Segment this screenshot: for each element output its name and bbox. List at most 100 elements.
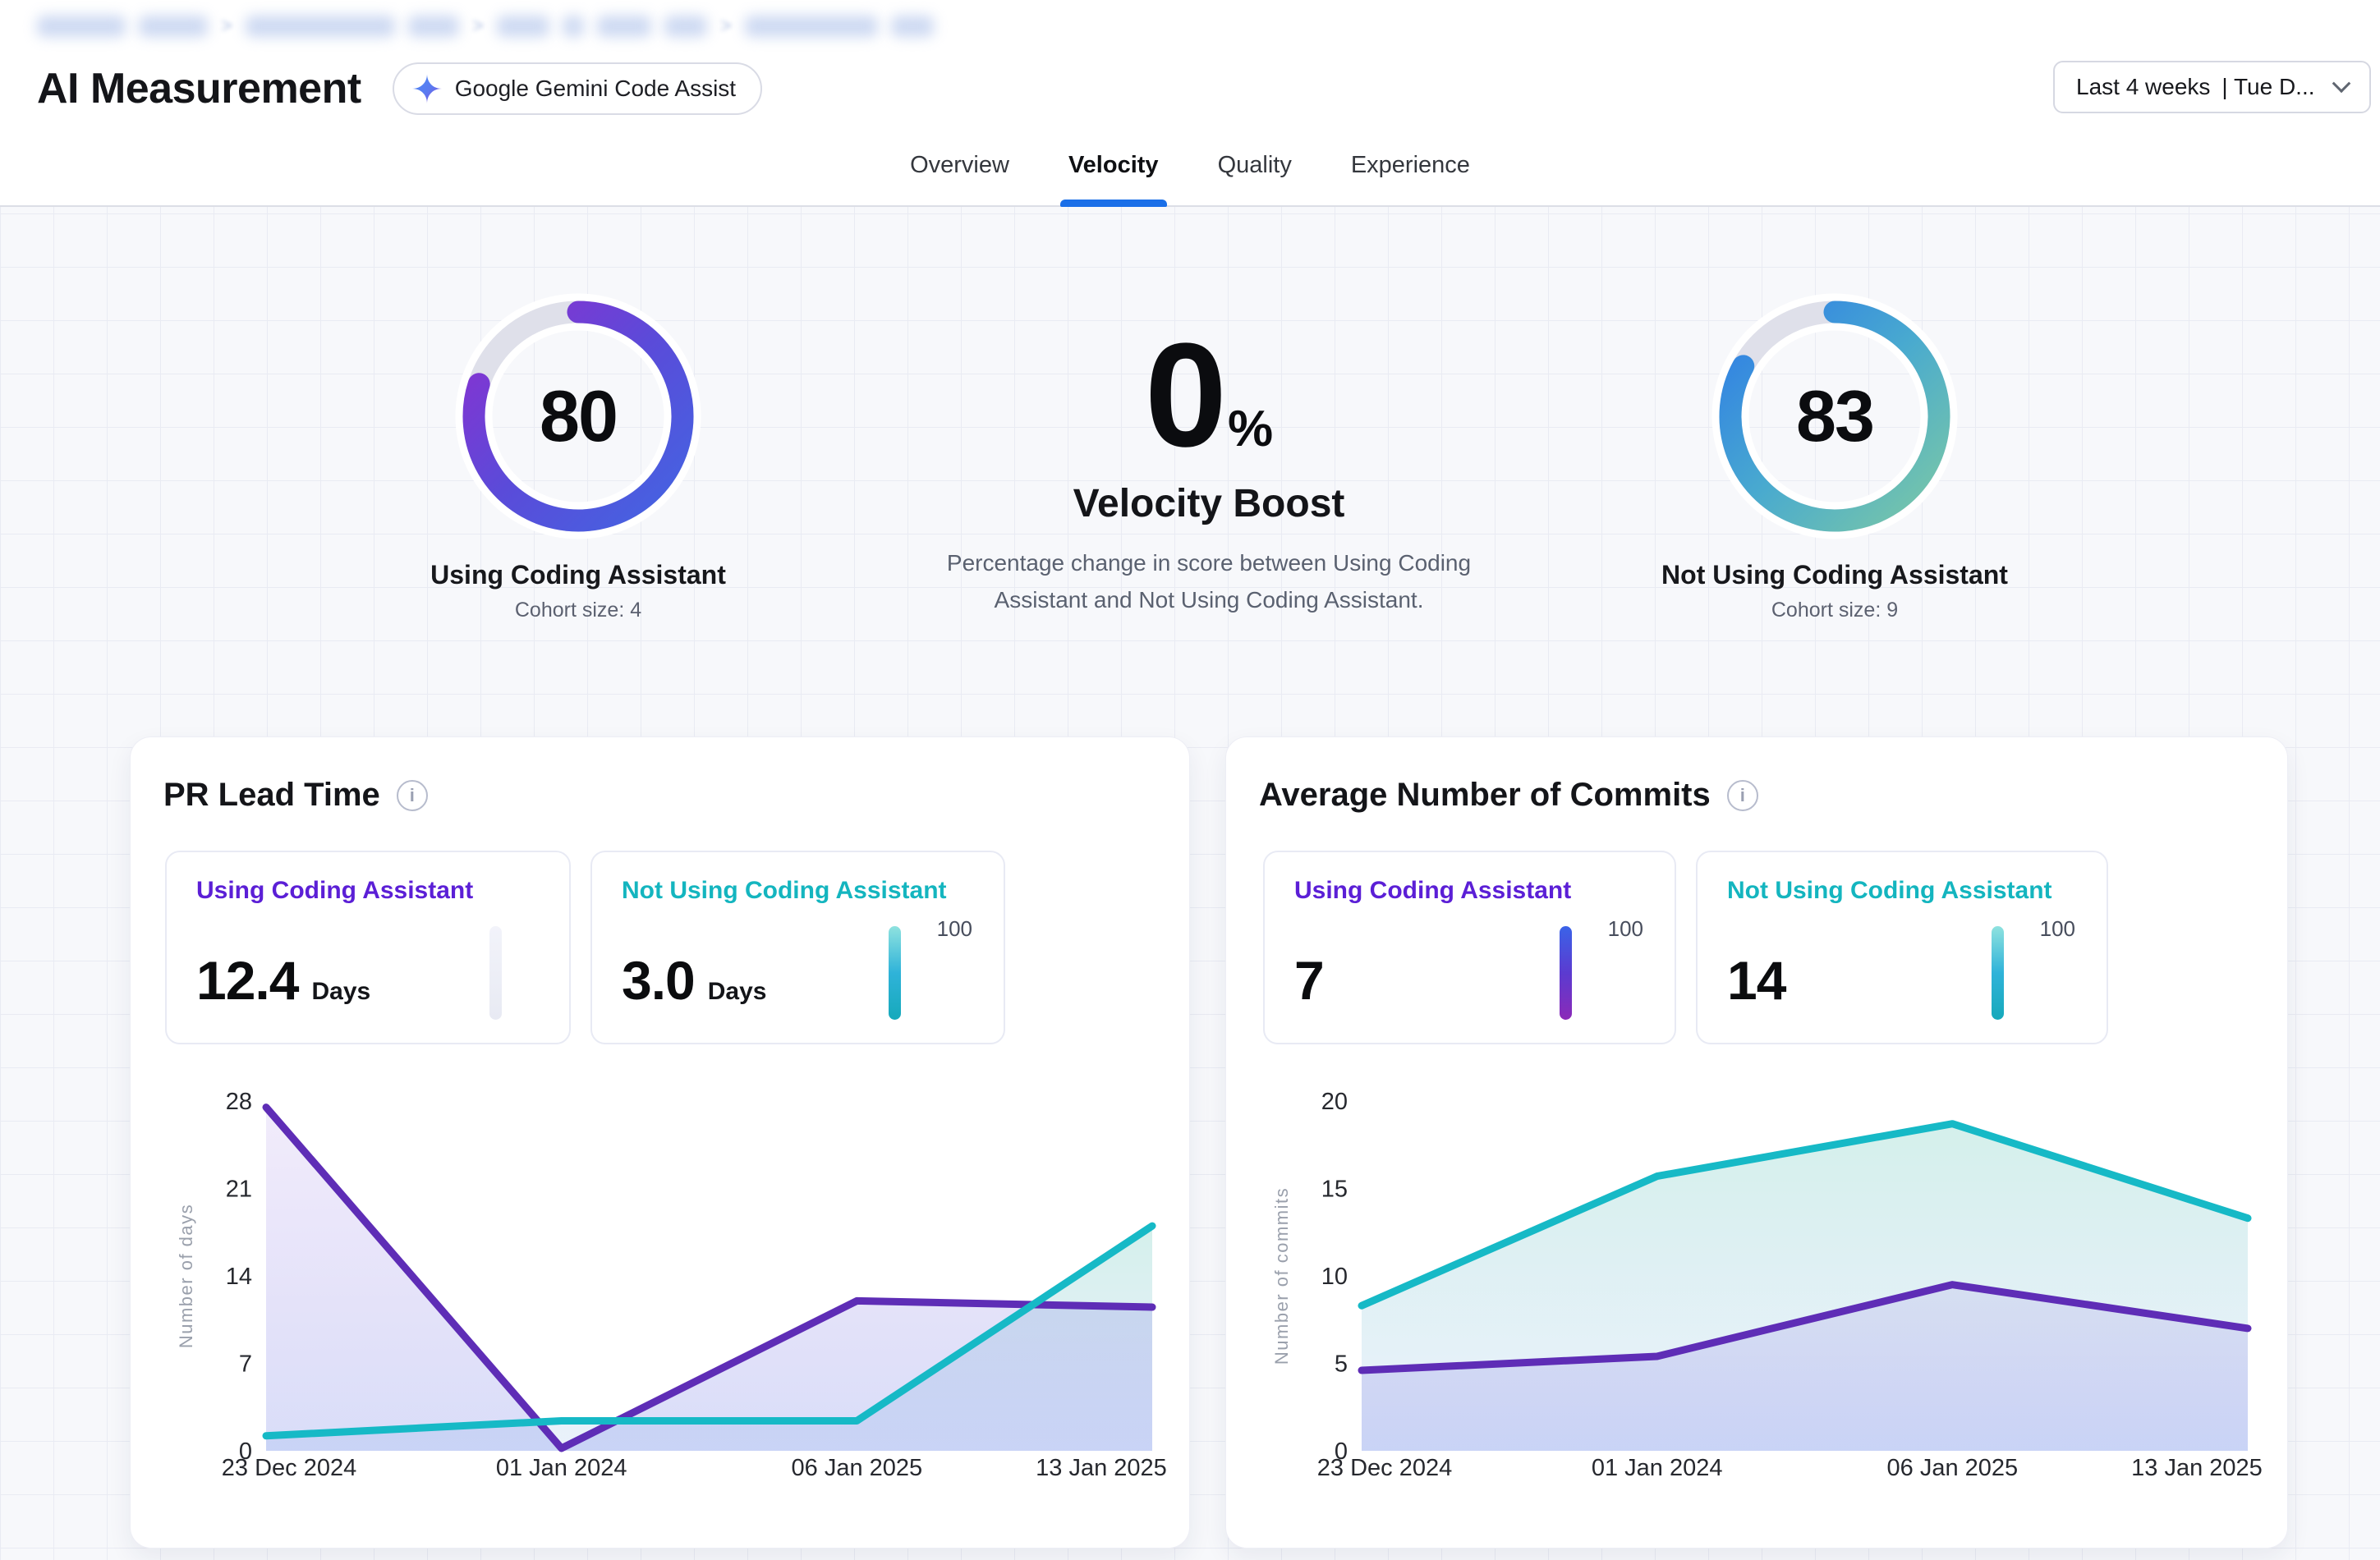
breadcrumb-segment-redacted: [497, 16, 550, 37]
stat-value: 14: [1727, 950, 1786, 1011]
y-axis-tick: 5: [1335, 1351, 1348, 1378]
stat-value-row: 12.4 Days: [196, 949, 370, 1012]
info-icon[interactable]: i: [396, 779, 428, 811]
tab-experience[interactable]: Experience: [1350, 152, 1470, 178]
y-axis-tick: 14: [226, 1264, 252, 1290]
date-compare-value: | Tue D...: [2221, 74, 2315, 99]
series-line: [1358, 1281, 2252, 1374]
stat-value-row: 3.0 Days: [622, 949, 766, 1012]
series-line: [262, 1222, 1156, 1440]
stat-value: 12.4: [196, 950, 299, 1011]
breadcrumb-segment-redacted: [597, 16, 652, 37]
tab-bar: Overview Velocity Quality Experience: [0, 126, 2380, 207]
breadcrumb-separator-icon: >: [472, 15, 485, 37]
card-title: Average Number of Commits: [1259, 777, 1711, 813]
pr-lead-time-chart: 0 7 14 21 28 23 Dec 2024 01 Jan 2024 06 Jan 202…: [176, 1089, 1167, 1481]
avg-commits-card: Average Number of Commits i Using Coding…: [1225, 736, 2288, 1549]
stat-scale-bar: [489, 926, 502, 1020]
stat-box-using: Using Coding Assistant 12.4 Days: [165, 851, 571, 1044]
breadcrumb-segment-redacted: [139, 16, 208, 37]
velocity-boost-title: Velocity Boost: [1073, 482, 1345, 525]
x-axis-label: 06 Jan 2025: [792, 1455, 923, 1481]
velocity-boost-description: Percentage change in score between Using…: [946, 550, 1472, 613]
assistant-badge-label: Google Gemini Code Assist: [454, 76, 737, 101]
stat-scale-bar: [1992, 926, 2004, 1020]
avg-commits-chart: 0 5 10 15 20 23 Dec 2024 01 Jan 2024 06 Jan 202…: [1271, 1089, 2263, 1481]
series-area: [1362, 1284, 2248, 1451]
info-icon[interactable]: i: [1726, 779, 1758, 811]
breadcrumb[interactable]: > > >: [37, 13, 935, 39]
breadcrumb-segment-redacted: [563, 16, 585, 37]
stat-box-not-using: Not Using Coding Assistant 14 100: [1696, 851, 2108, 1044]
stat-value-row: 7: [1294, 949, 1337, 1012]
gemini-sparkle-icon: [411, 74, 442, 103]
stat-box-not-using: Not Using Coding Assistant 3.0 Days 100: [590, 851, 1005, 1044]
gauge-arc: [462, 301, 694, 532]
title-row: AI Measurement Google Gemini Code Assist: [37, 59, 763, 118]
x-axis-label: 13 Jan 2025: [2131, 1455, 2263, 1481]
stat-box-using: Using Coding Assistant 7 100: [1263, 851, 1676, 1044]
stat-scale-max: 100: [1607, 916, 1643, 941]
stat-unit: Days: [707, 978, 767, 1005]
series-line: [1358, 1120, 2252, 1310]
app-header: > > > AI Measurement: [0, 0, 2380, 207]
breadcrumb-segment-redacted: [246, 16, 396, 37]
gauge-cohort-size: Cohort size: 9: [1771, 599, 1899, 622]
breadcrumb-separator-icon: >: [221, 15, 233, 37]
date-range-select[interactable]: Last 4 weeks | Tue D...: [2053, 61, 2371, 113]
breadcrumb-separator-icon: >: [720, 15, 733, 37]
gauge-value: 83: [1796, 375, 1875, 457]
stat-label: Using Coding Assistant: [1294, 877, 1572, 904]
pr-lead-time-card: PR Lead Time i Using Coding Assistant 12…: [130, 736, 1190, 1549]
tab-overview[interactable]: Overview: [910, 152, 1009, 178]
x-axis-label: 23 Dec 2024: [1317, 1455, 1452, 1481]
x-axis-label: 01 Jan 2024: [1592, 1455, 1723, 1481]
stat-label: Not Using Coding Assistant: [1727, 877, 2052, 904]
card-title: PR Lead Time: [163, 777, 380, 813]
stat-unit: Days: [311, 978, 371, 1005]
breadcrumb-segment-redacted: [891, 16, 935, 37]
assistant-badge: Google Gemini Code Assist: [392, 62, 763, 115]
x-axis-label: 06 Jan 2025: [1887, 1455, 2019, 1481]
x-axis-label: 23 Dec 2024: [222, 1455, 356, 1481]
y-axis-tick: 15: [1321, 1177, 1348, 1203]
tab-quality[interactable]: Quality: [1217, 152, 1292, 178]
boost-number: 0: [1144, 313, 1227, 478]
stat-label: Using Coding Assistant: [196, 877, 474, 904]
stat-value: 3.0: [622, 950, 696, 1011]
chevron-down-icon: [2332, 74, 2351, 94]
y-axis-title: Number of days: [176, 1204, 196, 1348]
velocity-boost-block: 0% Velocity Boost Percentage change in s…: [897, 322, 1521, 619]
gauge-cohort-size: Cohort size: 4: [514, 599, 642, 622]
card-header: Average Number of Commits i: [1259, 777, 1758, 814]
velocity-boost-value: 0%: [897, 322, 1521, 470]
y-axis-tick: 7: [239, 1351, 252, 1378]
gauge-ring: [455, 293, 701, 539]
stat-value-row: 14: [1727, 949, 1799, 1012]
y-axis-tick: 0: [239, 1438, 252, 1465]
breadcrumb-segment-redacted: [408, 16, 460, 37]
stat-scale-max: 100: [936, 916, 972, 941]
stat-scale-max: 100: [2039, 916, 2075, 941]
series-area: [266, 1107, 1152, 1451]
stat-label: Not Using Coding Assistant: [622, 877, 947, 904]
page-title: AI Measurement: [37, 65, 361, 112]
date-range-value: Last 4 weeks: [2076, 74, 2211, 99]
tab-velocity[interactable]: Velocity: [1059, 152, 1167, 207]
y-axis-tick: 20: [1321, 1089, 1348, 1115]
gauge-label: Using Coding Assistant: [430, 560, 726, 590]
stat-scale-bar: [889, 926, 901, 1020]
breadcrumb-segment-redacted: [664, 16, 708, 37]
gauge-value: 80: [540, 375, 618, 457]
gauge-ring: [1711, 293, 1958, 539]
breadcrumb-segment-redacted: [745, 16, 879, 37]
y-axis-tick: 0: [1335, 1438, 1348, 1465]
breadcrumb-segment-redacted: [37, 16, 126, 37]
y-axis-tick: 21: [226, 1177, 252, 1203]
stat-value: 7: [1294, 950, 1325, 1011]
gauge-arc: [1719, 301, 1950, 532]
y-axis-tick: 28: [226, 1089, 252, 1115]
y-axis-title: Number of commits: [1271, 1187, 1292, 1365]
card-header: PR Lead Time i: [163, 777, 428, 814]
